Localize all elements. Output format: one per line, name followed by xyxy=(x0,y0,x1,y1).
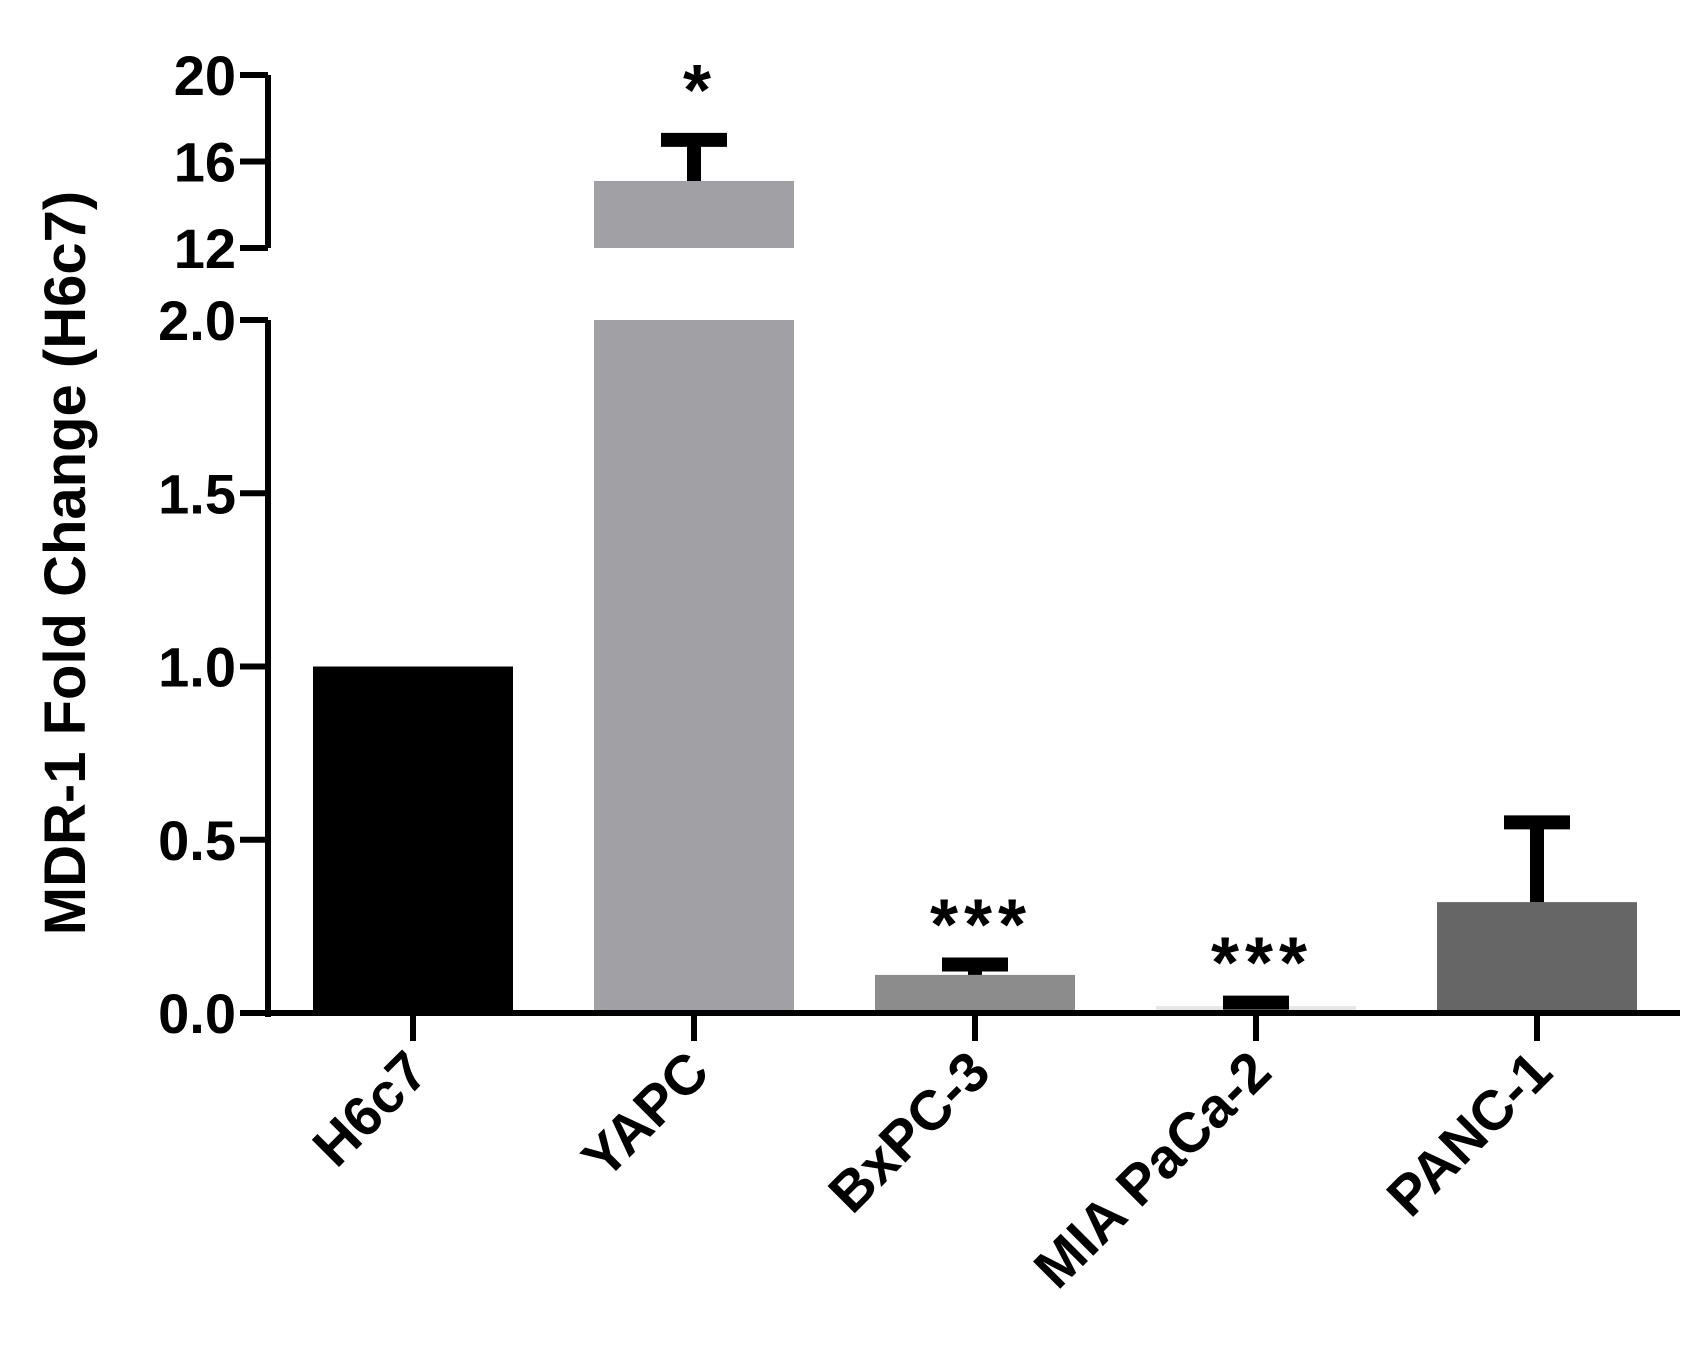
x-tick-label: MIA PaCa-2 xyxy=(1022,1039,1283,1300)
y-tick-label: 0.5 xyxy=(158,809,236,872)
y-tick-label: 1.0 xyxy=(158,636,236,699)
bar-bxpc-3 xyxy=(875,974,1075,1013)
bar-panc-1 xyxy=(1437,902,1637,1013)
bar-h6c7 xyxy=(313,666,513,1013)
bar-yapc-lower xyxy=(594,320,794,1013)
significance-marker: *** xyxy=(930,885,1032,965)
y-tick-label: 20 xyxy=(174,44,236,107)
y-tick-label: 0.0 xyxy=(158,982,236,1045)
significance-marker: * xyxy=(683,51,717,131)
y-tick-label: 1.5 xyxy=(158,462,236,525)
y-tick-label: 16 xyxy=(174,131,236,194)
x-tick-label: YAPC xyxy=(570,1039,721,1190)
x-tick-label: PANC-1 xyxy=(1374,1039,1563,1228)
y-axis-title: MDR-1 Fold Change (H6c7) xyxy=(33,191,98,935)
y-tick-label: 2.0 xyxy=(158,289,236,352)
significance-marker: *** xyxy=(1211,924,1313,1004)
x-tick-label: BxPC-3 xyxy=(816,1039,1001,1224)
bar-yapc-upper xyxy=(594,180,794,248)
y-tick-label: 12 xyxy=(174,217,236,280)
x-tick-label: H6c7 xyxy=(300,1039,439,1178)
